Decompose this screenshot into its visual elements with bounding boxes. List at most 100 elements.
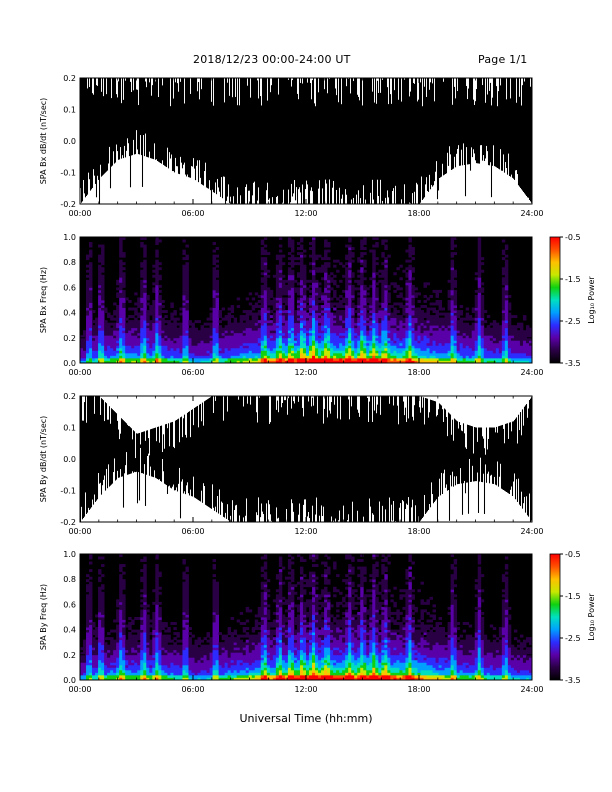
heatmap-cell [525, 325, 530, 329]
heatmap-cell [281, 274, 286, 278]
heatmap-cell [342, 297, 346, 301]
heatmap-cell [98, 345, 102, 349]
heatmap-cell [152, 340, 156, 344]
heatmap-cell [161, 355, 165, 359]
heatmap-cell [215, 322, 220, 326]
heatmap-cell [354, 342, 358, 346]
heatmap-cell [324, 269, 328, 273]
heatmap-cell [299, 325, 304, 329]
heatmap-cell [155, 345, 159, 349]
heatmap-cell [420, 332, 424, 336]
heatmap-cell [155, 317, 159, 321]
heatmap-cell [248, 312, 253, 316]
heatmap-cell [417, 347, 421, 351]
heatmap-cell [459, 327, 464, 331]
heatmap-cell [152, 269, 156, 273]
heatmap-cell [143, 274, 147, 278]
heatmap-cell [299, 279, 304, 283]
heatmap-cell [405, 282, 409, 286]
heatmap-cell [212, 277, 216, 281]
heatmap-cell [293, 317, 298, 321]
heatmap-cell [477, 284, 482, 288]
heatmap-cell [351, 252, 355, 256]
heatmap-cell [230, 347, 235, 351]
heatmap-cell [381, 320, 385, 324]
heatmap-cell [230, 335, 235, 339]
heatmap-cell [501, 300, 506, 303]
heatmap-cell [432, 332, 436, 336]
heatmap-cell [423, 312, 427, 316]
heatmap-cell [306, 352, 310, 356]
heatmap-cell [137, 345, 141, 349]
heatmap-cell [266, 342, 271, 346]
heatmap-cell [330, 327, 334, 331]
heatmap-cell [504, 315, 509, 319]
heatmap-cell [152, 307, 156, 311]
heatmap-cell [299, 254, 304, 258]
heatmap-cell [83, 330, 87, 334]
heatmap-cell [369, 350, 373, 354]
heatmap-cell [266, 274, 271, 278]
heatmap-cell [327, 294, 331, 298]
heatmap-cell [387, 355, 391, 359]
heatmap-cell [360, 322, 364, 326]
heatmap-cell [306, 300, 310, 303]
heatmap-cell [417, 320, 421, 324]
heatmap-cell [146, 330, 150, 334]
y-tick-label: 0.6 [63, 283, 76, 292]
heatmap-cell [164, 340, 168, 344]
heatmap-cell [92, 342, 96, 346]
heatmap-cell [290, 242, 295, 245]
heatmap-cell [197, 332, 201, 336]
heatmap-cell [381, 360, 385, 364]
heatmap-cell [327, 330, 331, 334]
heatmap-cell [501, 257, 506, 261]
heatmap-cell [411, 345, 415, 349]
heatmap-cell [447, 352, 452, 356]
heatmap-cell [402, 340, 406, 344]
heatmap-cell [498, 332, 503, 336]
heatmap-cell [83, 342, 87, 346]
heatmap-cell [420, 320, 424, 324]
heatmap-cell [468, 350, 473, 354]
heatmap-cell [302, 297, 307, 301]
heatmap-cell [375, 352, 379, 356]
heatmap-cell [107, 342, 111, 346]
heatmap-cell [381, 312, 385, 316]
heatmap-cell [248, 327, 253, 331]
heatmap-cell [92, 320, 96, 324]
heatmap-cell [218, 330, 223, 334]
heatmap-cell [324, 300, 328, 303]
heatmap-cell [209, 355, 213, 359]
heatmap-cell [260, 327, 265, 331]
heatmap-cell [236, 350, 241, 354]
heatmap-cell [194, 360, 198, 364]
heatmap-cell [89, 337, 93, 341]
heatmap-cell [363, 317, 367, 321]
heatmap-cell [510, 327, 515, 331]
heatmap-cell [272, 325, 277, 329]
heatmap-cell [381, 279, 385, 283]
heatmap-cell [375, 289, 379, 293]
heatmap-cell [179, 342, 183, 346]
heatmap-cell [266, 355, 271, 359]
heatmap-cell [450, 252, 455, 256]
heatmap-cell [86, 342, 90, 346]
heatmap-cell [351, 325, 355, 329]
heatmap-cell [116, 294, 120, 298]
heatmap-cell [281, 352, 286, 356]
heatmap-cell [372, 287, 376, 291]
heatmap-cell [447, 325, 452, 329]
heatmap-cell [146, 357, 150, 361]
heatmap-cell [468, 325, 473, 329]
heatmap-cell [333, 259, 337, 263]
heatmap-cell [170, 330, 174, 334]
heatmap-cell [321, 327, 325, 331]
heatmap-cell [309, 342, 313, 346]
heatmap-cell [182, 345, 186, 349]
heatmap-cell [146, 342, 150, 346]
heatmap-cell [510, 357, 515, 361]
heatmap-cell [309, 352, 313, 356]
heatmap-cell [266, 294, 271, 298]
heatmap-cell [321, 325, 325, 329]
